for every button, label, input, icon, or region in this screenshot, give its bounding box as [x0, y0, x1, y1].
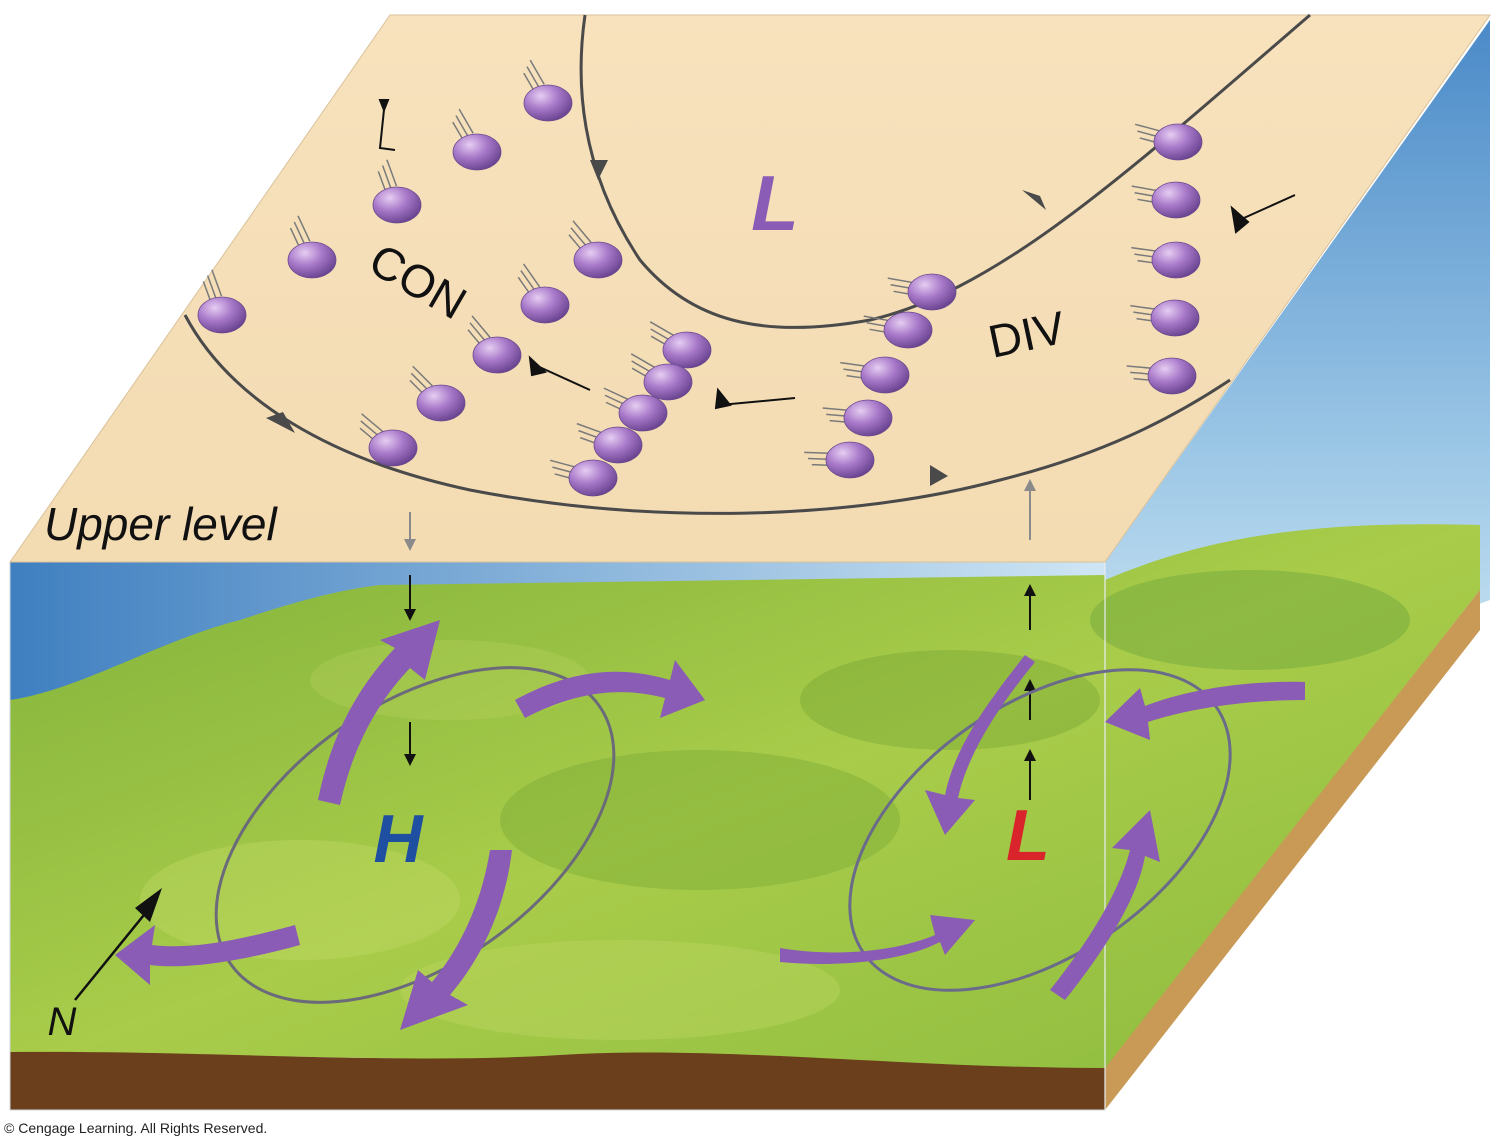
soil-right	[1105, 590, 1480, 1110]
surface-low-system: L	[780, 655, 1305, 1000]
air-parcel	[843, 399, 893, 437]
speed-streak	[467, 329, 482, 346]
air-parcel	[1147, 357, 1197, 395]
high-label: H	[373, 801, 424, 877]
speed-streak	[523, 72, 535, 91]
air-parcel	[452, 133, 502, 171]
speed-streak	[1134, 123, 1163, 133]
contour-outer	[183, 314, 1231, 515]
speed-streak	[526, 66, 540, 88]
air-parcel	[907, 273, 957, 311]
speed-streak	[211, 269, 223, 297]
air-parcel	[1153, 123, 1203, 161]
air-parcel	[593, 426, 643, 464]
north-arrowhead	[135, 888, 162, 922]
speed-streak	[520, 270, 536, 291]
contour-arrowhead	[930, 465, 948, 486]
north-arrow: N	[48, 888, 162, 1044]
air-parcel	[197, 296, 247, 334]
speed-streak	[386, 159, 398, 187]
air-parcel	[287, 241, 337, 279]
speed-streak	[572, 220, 592, 243]
speed-streak	[1130, 304, 1159, 311]
speed-streak	[568, 234, 583, 251]
air-parcel	[368, 429, 418, 467]
speed-streak	[206, 275, 217, 299]
speed-streak	[1131, 246, 1160, 253]
speed-streak	[471, 315, 491, 338]
air-parcel	[372, 186, 422, 224]
speed-streak	[293, 221, 306, 245]
air-parcel	[1150, 299, 1200, 337]
speed-streak	[840, 361, 869, 368]
air-parcel	[825, 441, 875, 479]
contour-arrowhead	[266, 412, 295, 433]
upper-level-label: Upper level	[44, 498, 278, 550]
copyright-text: © Cengage Learning. All Rights Reserved.	[4, 1120, 267, 1136]
high-outflow-arrows	[115, 620, 705, 1030]
air-parcels	[197, 59, 1203, 497]
air-parcel	[416, 384, 466, 422]
air-parcel	[883, 311, 933, 349]
speed-streak	[630, 353, 656, 369]
speed-streak	[412, 365, 434, 387]
north-label: N	[48, 1000, 77, 1044]
contour-arrowhead	[1022, 190, 1046, 210]
contour-arrowhead	[590, 160, 608, 180]
speed-streak	[522, 263, 541, 288]
speed-streak	[549, 459, 578, 469]
low-inflow-arrows	[780, 655, 1305, 1000]
vertical-motion	[404, 479, 1036, 800]
soil-front	[10, 1051, 1105, 1110]
air-parcel	[568, 459, 618, 497]
grass-texture	[140, 570, 1410, 1040]
speed-streak	[570, 227, 588, 247]
air-parcel	[520, 286, 570, 324]
surface-high-system: H	[115, 620, 705, 1030]
speed-streak	[576, 422, 604, 434]
speed-streak	[517, 276, 531, 295]
speed-streak	[452, 121, 464, 140]
speed-streak	[377, 171, 386, 191]
speed-streak	[529, 59, 545, 85]
speed-streak	[1131, 185, 1160, 192]
speed-streak	[603, 387, 630, 401]
speed-streak	[381, 165, 392, 189]
speed-streak	[202, 281, 211, 301]
speed-streak	[455, 115, 469, 137]
air-parcel	[1151, 241, 1201, 279]
speed-streak	[649, 321, 675, 337]
air-parcel	[523, 84, 573, 122]
speed-streak	[887, 277, 916, 284]
surface-low-label: L	[1006, 796, 1050, 876]
upper-plane-surface	[9, 14, 1491, 563]
speed-streak	[297, 215, 311, 242]
wind-barbs	[378, 99, 1296, 410]
speed-streak	[469, 322, 487, 342]
upper-plane: L CON DIV Upper level	[9, 13, 1491, 563]
speed-streak	[360, 420, 380, 438]
speed-streak	[863, 315, 892, 322]
speed-streak	[458, 108, 474, 134]
speed-streak	[410, 372, 429, 391]
air-parcel	[618, 394, 668, 432]
speed-streak	[361, 413, 384, 433]
air-parcel	[1151, 181, 1201, 219]
speed-streak	[289, 227, 300, 247]
high-isobar	[214, 666, 616, 1004]
air-parcel	[573, 241, 623, 279]
air-parcel	[662, 331, 712, 369]
air-parcel	[472, 336, 522, 374]
air-parcel	[643, 363, 693, 401]
upper-low-label: L	[751, 159, 799, 247]
air-parcel	[860, 356, 910, 394]
